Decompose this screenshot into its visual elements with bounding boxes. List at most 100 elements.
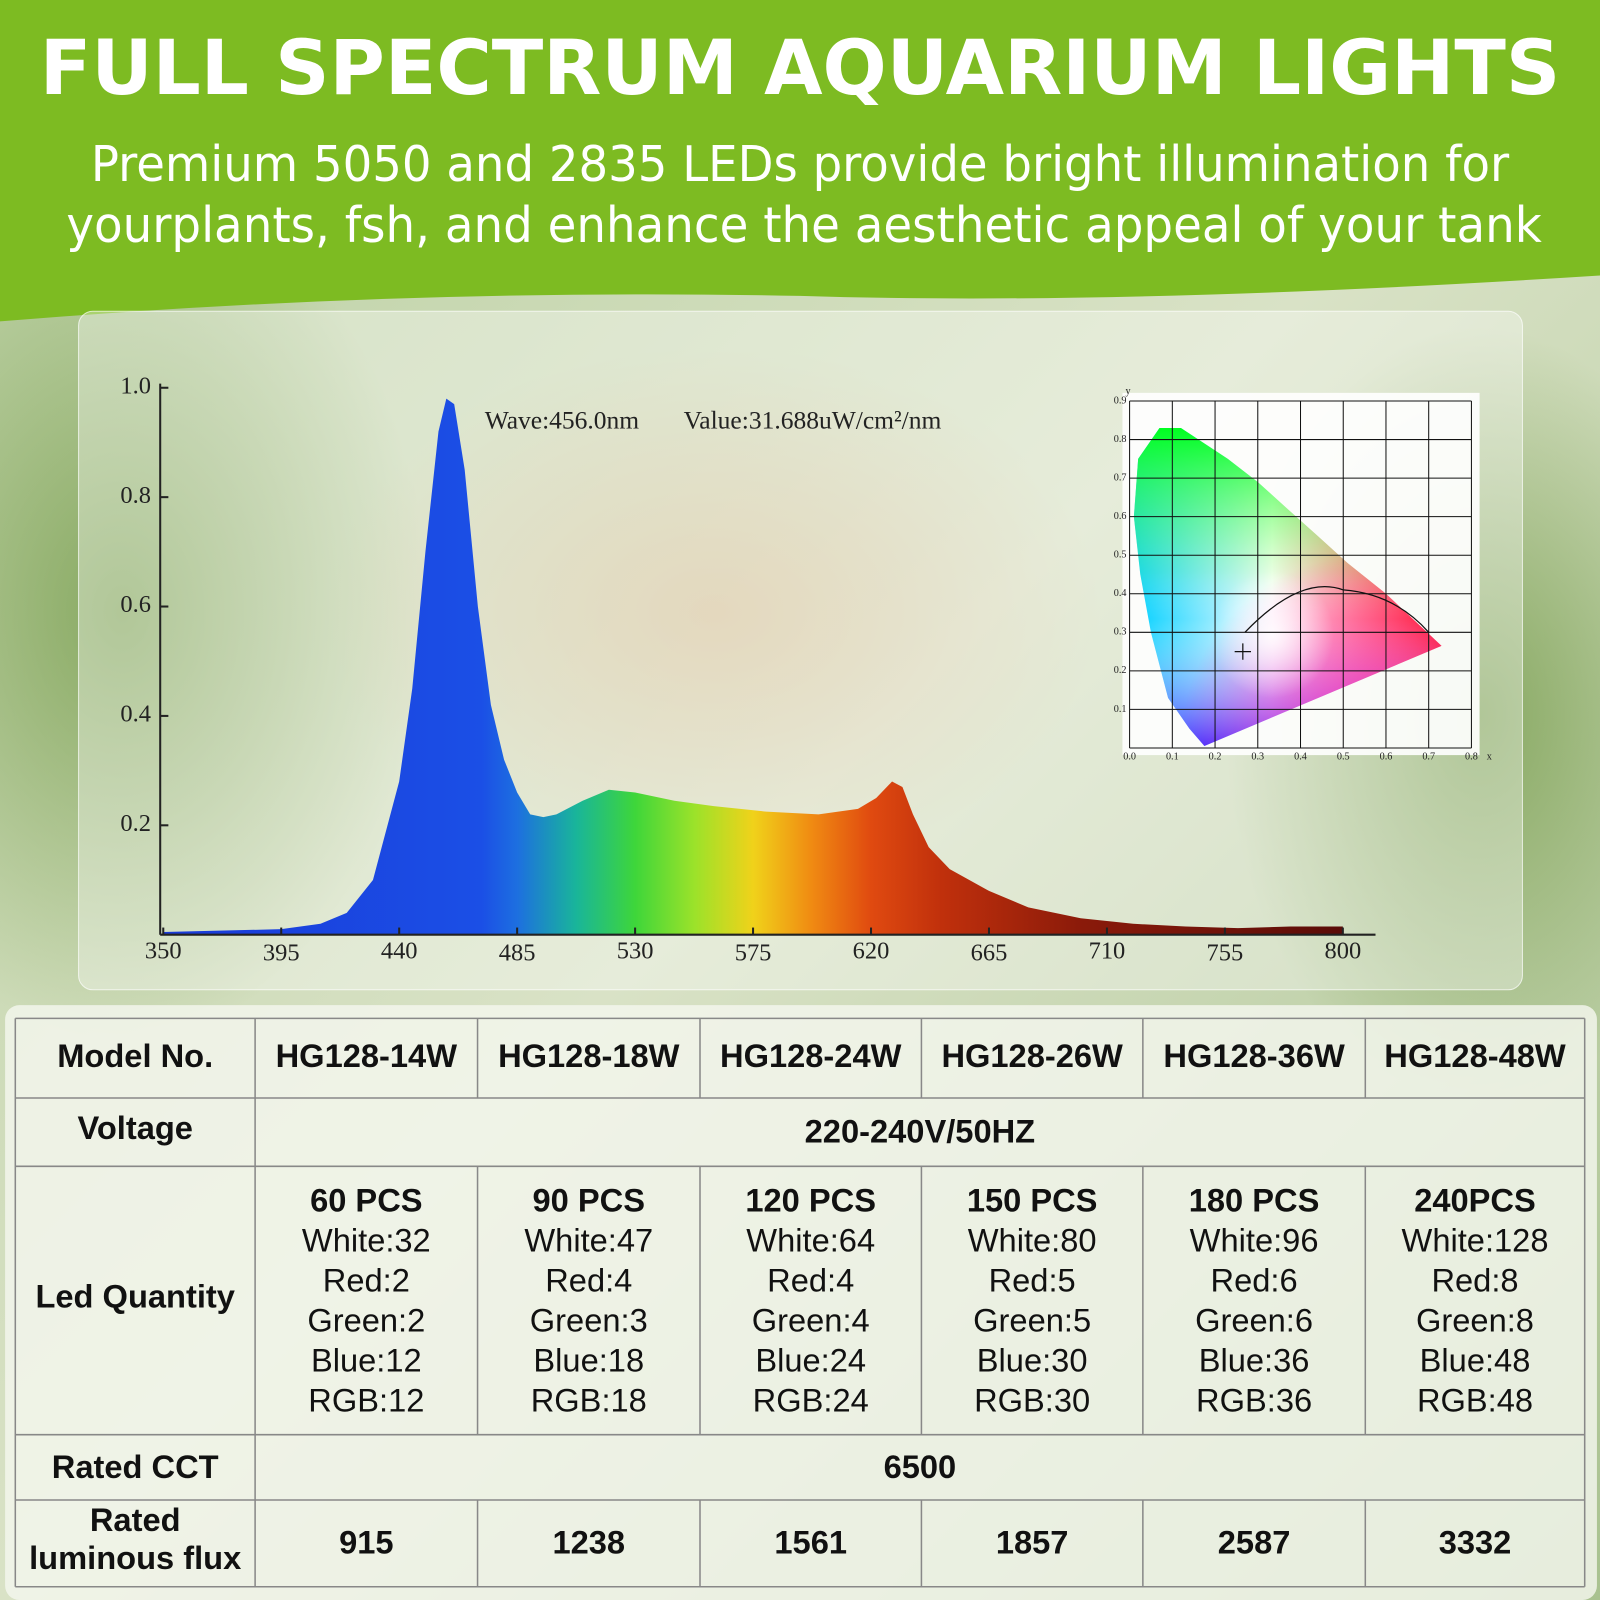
cie-ylabel: y [1126,386,1132,397]
x-tick-label: 440 [381,938,418,965]
model-name: HG128-18W [498,1037,680,1074]
annotation: Value:31.688uW/cm²/nm [684,405,942,434]
cie-y-label: 0.1 [1114,704,1127,715]
cie-xlabel: x [1487,751,1492,762]
x-tick-label: 620 [853,938,890,965]
header-band [0,0,1600,322]
cell: RGB:30 [974,1382,1090,1419]
cell: 915 [339,1524,393,1561]
cell: RGB:12 [308,1382,424,1419]
subtitle: yourplants, fsh, and enhance the aesthet… [66,197,1542,254]
cell: 180 PCS [1189,1182,1320,1219]
cie-y-label: 0.5 [1114,550,1127,561]
cell: 120 PCS [745,1182,876,1219]
gamut [1133,427,1442,747]
x-tick-label: 800 [1325,938,1362,965]
white-point [1234,643,1251,660]
row-header: Voltage [77,1109,192,1146]
cell: Green:8 [1416,1302,1534,1339]
cell: 6500 [884,1448,957,1485]
background-blur [0,183,429,1041]
cell: Green:5 [973,1302,1091,1339]
cell: Red:6 [1211,1262,1298,1299]
y-tick-label: 1.0 [120,372,151,399]
x-tick-label: 530 [617,938,654,965]
cell: RGB:36 [1196,1382,1312,1419]
planck-locus [1244,586,1430,633]
cell: White:96 [1190,1222,1319,1259]
cell: Green:4 [752,1302,870,1339]
row-header: Model No. [57,1037,213,1074]
cell: White:128 [1402,1222,1549,1259]
title: FULL SPECTRUM AQUARIUM LIGHTS [40,24,1560,112]
cell: 1238 [552,1524,625,1561]
cell: 240PCS [1414,1182,1536,1219]
cell: 150 PCS [967,1182,1098,1219]
cell: 1857 [996,1524,1069,1561]
cell: White:32 [302,1222,431,1259]
cell: 3332 [1439,1524,1512,1561]
cell: RGB:18 [531,1382,647,1419]
table-panel [5,1005,1597,1600]
x-tick-label: 485 [499,940,536,967]
y-tick-label: 0.6 [120,591,151,618]
cie-x-label: 0.4 [1294,751,1307,762]
x-tick-label: 575 [735,940,772,967]
cie-y-label: 0.3 [1114,627,1127,638]
cell: Blue:48 [1420,1342,1531,1379]
model-name: HG128-24W [720,1037,902,1074]
cell: Green:3 [530,1302,648,1339]
cie-y-label: 0.2 [1114,665,1127,676]
cell: White:64 [746,1222,875,1259]
cell: RGB:48 [1417,1382,1533,1419]
cell: Red:5 [989,1262,1076,1299]
spectrum-chart: 0.2 0.4 0.6 0.8 1.0 350 395 440 485 530 575 620 665 7… [120,372,1376,967]
x-tick-label: 710 [1089,938,1126,965]
cie-y-label: 0.4 [1114,588,1127,599]
cell: Blue:24 [755,1342,866,1379]
model-name: HG128-14W [276,1037,458,1074]
cell: Red:2 [323,1262,410,1299]
annotation: Wave:456.0nm [485,405,640,434]
cell: 1561 [774,1524,847,1561]
subtitle: Premium 5050 and 2835 LEDs provide brigh… [91,136,1510,193]
cie-y-label: 0.6 [1114,511,1127,522]
cie-x-label: 0.0 [1123,751,1136,762]
row-header: Rated [90,1501,181,1538]
row-header: luminous flux [29,1539,241,1576]
cell: White:80 [968,1222,1097,1259]
cell: Blue:12 [311,1342,422,1379]
cell: Green:2 [307,1302,425,1339]
x-tick-label: 665 [971,940,1008,967]
cell: Green:6 [1195,1302,1313,1339]
cell: Blue:36 [1199,1342,1310,1379]
cie-y-label: 0.9 [1114,395,1127,406]
cell: Red:4 [545,1262,632,1299]
cell: Red:8 [1431,1262,1518,1299]
cie-x-label: 0.5 [1337,751,1350,762]
cell: Blue:18 [533,1342,644,1379]
cell: 90 PCS [533,1182,646,1219]
cie-x-label: 0.2 [1209,751,1222,762]
y-tick-label: 0.2 [120,810,151,837]
cell: 60 PCS [310,1182,423,1219]
spec-table: Model No. HG128-14W HG128-18W HG128-24W HG12… [14,1017,1586,1588]
model-name: HG128-48W [1384,1037,1566,1074]
cie-x-label: 0.1 [1166,751,1179,762]
y-tick-label: 0.8 [120,482,151,509]
model-name: HG128-26W [941,1037,1123,1074]
cell: 220-240V/50HZ [805,1112,1035,1149]
x-tick-label: 350 [145,938,182,965]
cie-y-label: 0.8 [1114,434,1127,445]
x-tick-label: 395 [263,940,300,967]
row-header: Rated CCT [52,1448,219,1485]
cell: Blue:30 [977,1342,1088,1379]
cie-diagram: 0.0 0.1 0.2 0.3 0.4 0.5 0.6 0.7 0.8 0.1 0.2 0.3 0.4 0… [1114,386,1492,762]
spectrum-area [163,398,1343,935]
cie-x-label: 0.8 [1465,751,1478,762]
cell: 2587 [1218,1524,1291,1561]
background-blur [326,346,1103,878]
cie-x-label: 0.3 [1251,751,1264,762]
